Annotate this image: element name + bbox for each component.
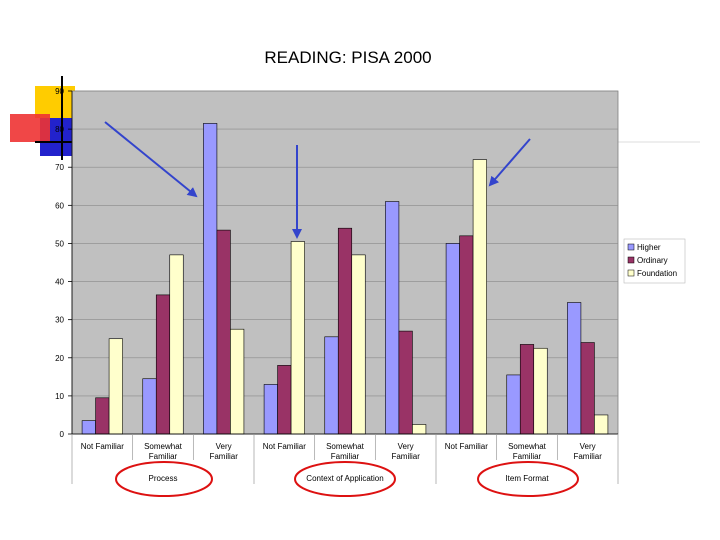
y-tick-label: 70 (55, 163, 64, 172)
bar-higher (445, 243, 460, 435)
x-group-label: Context of Application (306, 474, 383, 483)
x-category-label: Very (580, 442, 596, 451)
y-tick-label: 90 (55, 87, 64, 96)
bar-foundation (351, 254, 366, 435)
bar-foundation (169, 254, 184, 435)
annotations (104, 121, 579, 497)
bar-ordinary (216, 229, 231, 435)
bar-ordinary (580, 342, 595, 435)
legend-swatch-foundation (627, 269, 635, 277)
bar-foundation (108, 338, 123, 435)
y-tick-label: 50 (55, 239, 64, 248)
y-tick-label: 40 (55, 278, 64, 287)
bar-higher (324, 336, 339, 435)
x-category-label-line2: Familiar (573, 452, 602, 461)
bar-ordinary (277, 365, 292, 435)
bar-ordinary (337, 227, 353, 435)
x-category-label: Somewhat (326, 442, 365, 451)
bar-foundation (290, 241, 305, 435)
annotation-ellipse (477, 461, 579, 497)
x-group-label: Item Format (505, 474, 549, 483)
x-category-label: Very (216, 442, 232, 451)
bar-foundation (230, 328, 245, 435)
annotation-arrow (488, 138, 531, 187)
x-category-label: Somewhat (144, 442, 183, 451)
x-category-label-line2: Familiar (391, 452, 420, 461)
y-tick-label: 0 (60, 430, 65, 439)
x-category-label-line2: Familiar (513, 452, 542, 461)
bars (81, 123, 609, 435)
y-tick-label: 60 (55, 201, 64, 210)
deco-red-square (10, 114, 50, 142)
bar-foundation (472, 159, 487, 435)
bar-foundation (594, 414, 609, 435)
annotation-arrow (104, 121, 198, 198)
bar-ordinary (459, 235, 474, 435)
bar-foundation (533, 347, 548, 435)
bar-higher (81, 420, 96, 435)
y-tick-label: 80 (55, 125, 64, 134)
bar-higher (506, 374, 521, 435)
x-category-label: Very (398, 442, 414, 451)
x-axis: Not Familiar SomewhatFamiliarVeryFamiliar… (71, 433, 619, 484)
bar-higher (385, 201, 400, 435)
y-axis: 0 10 20 30 40 50 60 70 80 90 (55, 87, 73, 439)
x-category-label-line2: Familiar (209, 452, 238, 461)
x-category-label-line2: Familiar (149, 452, 178, 461)
y-tick-label: 10 (55, 392, 64, 401)
legend-swatch-higher (627, 243, 635, 251)
slide-title: READING: PISA 2000 (264, 48, 432, 67)
annotation-ellipse (294, 461, 396, 497)
legend-swatch-ordinary (627, 256, 635, 264)
bar-ordinary (519, 344, 535, 435)
legend-label-ordinary: Ordinary (637, 256, 668, 265)
bar-higher (263, 384, 278, 435)
y-tick-label: 30 (55, 316, 64, 325)
bar-higher (203, 123, 218, 435)
annotation-ellipse (115, 461, 213, 497)
chart-legend: Higher Ordinary Foundation (623, 238, 686, 284)
x-category-label: Somewhat (508, 442, 547, 451)
bar-ordinary (95, 397, 110, 435)
bar-higher (567, 302, 582, 435)
legend-label-higher: Higher (637, 243, 661, 252)
x-group-label: Process (149, 474, 178, 483)
x-category-label: Not Familiar (81, 442, 124, 451)
x-category-label: Not Familiar (445, 442, 488, 451)
x-category-label-line2: Familiar (331, 452, 360, 461)
bar-higher (142, 378, 157, 435)
x-category-label: Not Familiar (263, 442, 306, 451)
bar-ordinary (155, 294, 171, 435)
bar-ordinary (398, 330, 413, 435)
legend-label-foundation: Foundation (637, 269, 677, 278)
bar-foundation (412, 424, 427, 435)
y-tick-label: 20 (55, 354, 64, 363)
